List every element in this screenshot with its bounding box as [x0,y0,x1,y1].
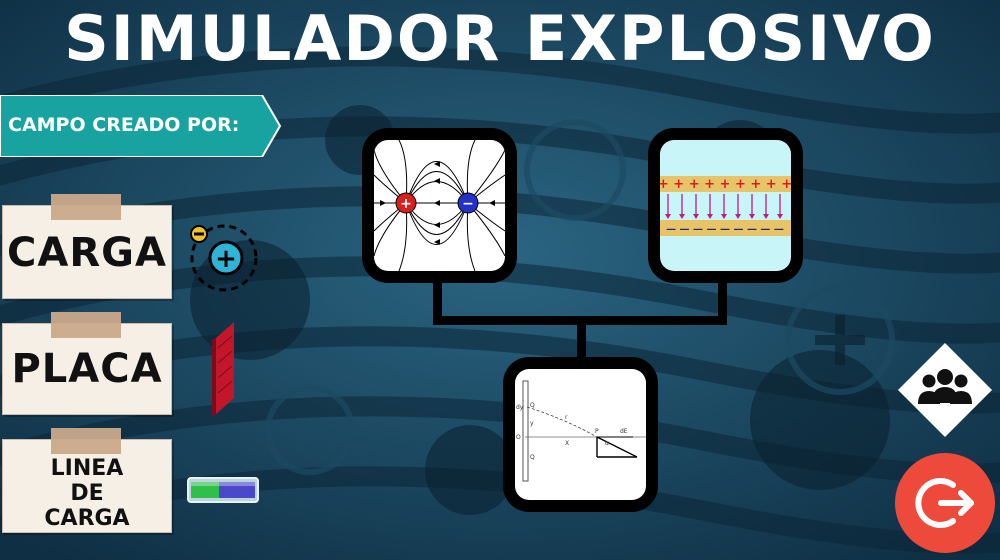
label-q-top: Q [530,402,535,409]
label-x: X [565,440,569,447]
dipole-panel[interactable]: + − [362,128,517,283]
exit-button[interactable] [895,453,995,553]
option-label-linea-3: CARGA [44,506,130,531]
section-banner-label: CAMPO CREADO POR: [8,114,240,136]
positive-plate-signs: + + + + + + + + + [660,177,791,192]
label-alpha: α [605,440,609,447]
line-charge-diagram: dy Q O y Q r X P dE α [516,380,646,482]
option-card-linea-de-carga[interactable]: LINEA DE CARGA [2,428,172,533]
parallel-plates-diagram: + + + + + + + + + — — — — — — — — — [660,176,791,236]
option-label-linea-2: DE [70,481,104,506]
line-charge-panel[interactable]: dy Q O y Q r X P dE α [503,357,658,512]
option-card-placa[interactable]: PLACA [2,312,172,415]
page-title: SIMULADOR EXPLOSIVO [64,2,936,75]
label-o: O [516,434,521,441]
dipole-field-diagram: + − [374,140,505,271]
charge-line-icon[interactable] [187,477,259,503]
tape-decoration [51,312,121,338]
section-banner [0,95,282,157]
plates-panel[interactable]: + + + + + + + + + — — — — — — — — — [648,128,803,283]
tape-decoration [51,428,121,454]
team-button[interactable] [896,341,994,439]
logout-icon [915,478,974,528]
tape-decoration [51,194,121,220]
label-dy: dy [516,404,524,411]
label-q-bottom: Q [530,454,535,461]
label-r: r [565,414,568,421]
label-p: P [595,428,599,435]
plate-icon[interactable] [208,318,240,418]
charge-icon[interactable]: + [188,222,260,294]
svg-text:+: + [215,244,237,274]
negative-plate-signs: — — — — — — — — — [666,224,784,235]
label-y: y [530,420,534,427]
connector-line [433,278,442,324]
label-de: dE [620,428,628,435]
negative-charge-sign: − [462,196,474,212]
option-label-carga: CARGA [7,230,167,276]
connector-line [718,278,727,324]
option-label-placa: PLACA [11,346,163,392]
option-card-carga[interactable]: CARGA [2,194,172,299]
connector-line [577,316,586,362]
option-label-linea-1: LINEA [50,456,124,481]
positive-charge-sign: + [400,196,412,212]
users-group-icon [898,343,992,437]
